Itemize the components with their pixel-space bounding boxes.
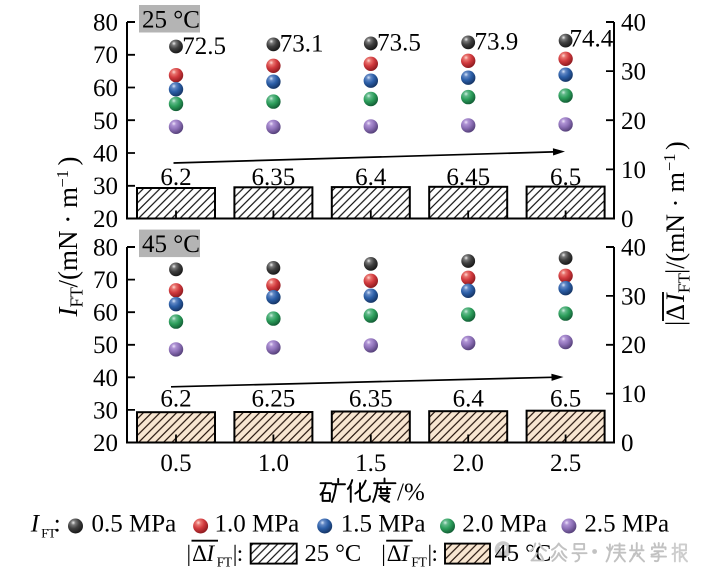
svg-text:|: |: [233, 541, 238, 566]
svg-text:6.2: 6.2: [160, 386, 191, 413]
svg-text:6.5: 6.5: [550, 386, 581, 413]
svg-text:72.5: 72.5: [182, 33, 226, 60]
svg-text:74.4: 74.4: [570, 26, 614, 53]
svg-text::: :: [432, 541, 438, 566]
svg-text:1.5: 1.5: [355, 450, 386, 477]
svg-text:|: |: [381, 541, 386, 566]
svg-text:40: 40: [93, 141, 118, 168]
svg-text:I: I: [400, 541, 410, 566]
svg-text:): ): [53, 157, 83, 166]
svg-text:25 °C: 25 °C: [305, 540, 362, 567]
svg-text:40: 40: [93, 365, 118, 392]
svg-text:FT: FT: [217, 555, 233, 570]
svg-text:20: 20: [93, 430, 118, 457]
svg-text:/(mN · m: /(mN · m: [53, 187, 83, 288]
svg-text:30: 30: [621, 59, 646, 86]
svg-text:FT: FT: [67, 287, 87, 308]
svg-text:FT: FT: [675, 273, 694, 293]
svg-text:|: |: [428, 541, 433, 566]
svg-text:2.5: 2.5: [550, 450, 581, 477]
svg-text:50: 50: [93, 332, 118, 359]
svg-text:60: 60: [93, 300, 118, 327]
svg-text:−1: −1: [53, 170, 72, 188]
svg-text:/%: /%: [397, 479, 425, 506]
svg-text:25 °C: 25 °C: [142, 6, 200, 33]
svg-text:6.4: 6.4: [355, 164, 387, 191]
svg-text:1.5 MPa: 1.5 MPa: [341, 511, 426, 538]
svg-text:30: 30: [93, 397, 118, 424]
svg-text:FT: FT: [41, 526, 56, 541]
svg-text:Δ: Δ: [387, 541, 402, 566]
svg-text:30: 30: [621, 283, 646, 310]
svg-text:10: 10: [621, 157, 646, 184]
svg-text:73.5: 73.5: [377, 30, 421, 57]
svg-text:45 °C: 45 °C: [495, 540, 552, 567]
svg-text:6.2: 6.2: [160, 164, 191, 191]
svg-text::: :: [237, 541, 243, 566]
svg-text:6.5: 6.5: [550, 164, 581, 191]
svg-text:0.5 MPa: 0.5 MPa: [92, 511, 177, 538]
svg-text:0.5: 0.5: [160, 450, 191, 477]
svg-text:I: I: [661, 292, 690, 303]
svg-text:80: 80: [93, 235, 118, 262]
svg-text:6.35: 6.35: [349, 386, 393, 413]
svg-text:I: I: [30, 511, 41, 538]
svg-text:FT: FT: [411, 555, 427, 570]
svg-text:45 °C: 45 °C: [142, 231, 200, 258]
svg-text:60: 60: [93, 75, 118, 102]
svg-text:−1: −1: [660, 153, 679, 171]
svg-text:2.5 MPa: 2.5 MPa: [584, 511, 669, 538]
svg-text:): ): [661, 141, 690, 150]
svg-text:0: 0: [621, 206, 634, 233]
svg-text:10: 10: [621, 381, 646, 408]
svg-text:20: 20: [621, 332, 646, 359]
svg-text:73.9: 73.9: [475, 29, 519, 56]
svg-text:I: I: [206, 541, 216, 566]
svg-text:80: 80: [93, 10, 118, 37]
svg-text:6.25: 6.25: [252, 386, 296, 413]
svg-text:Δ: Δ: [192, 541, 207, 566]
svg-text:70: 70: [93, 267, 118, 294]
svg-text:|Δ: |Δ: [661, 304, 690, 326]
svg-text:30: 30: [93, 173, 118, 200]
svg-text:70: 70: [93, 42, 118, 69]
svg-text:20: 20: [93, 206, 118, 233]
svg-text:40: 40: [621, 235, 646, 262]
svg-text:|/(mN · m: |/(mN · m: [661, 172, 690, 274]
svg-text:73.1: 73.1: [280, 31, 324, 58]
svg-text:2.0: 2.0: [453, 450, 484, 477]
svg-text:50: 50: [93, 108, 118, 135]
svg-text:2.0 MPa: 2.0 MPa: [462, 511, 547, 538]
svg-text:1.0: 1.0: [258, 450, 289, 477]
svg-text:6.35: 6.35: [252, 164, 296, 191]
svg-text:I: I: [53, 306, 83, 318]
svg-text:|: |: [187, 541, 192, 566]
svg-text:1.0 MPa: 1.0 MPa: [215, 511, 300, 538]
svg-text:6.4: 6.4: [453, 386, 485, 413]
svg-text:40: 40: [621, 10, 646, 37]
svg-text::: :: [54, 511, 61, 538]
svg-text:6.45: 6.45: [446, 164, 490, 191]
svg-text:20: 20: [621, 108, 646, 135]
svg-text:0: 0: [621, 430, 634, 457]
